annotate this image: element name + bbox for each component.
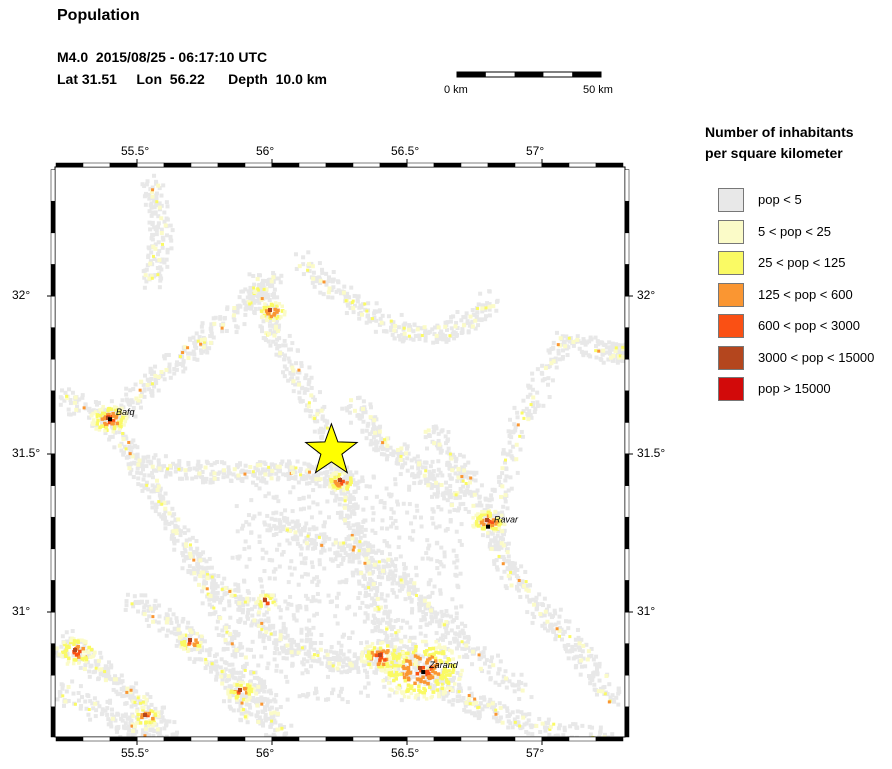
- scale-end-label: 50 km: [583, 84, 613, 96]
- city-label: Ravar: [494, 515, 519, 525]
- legend-swatch: [718, 377, 744, 401]
- scale-start-label: 0 km: [444, 84, 468, 96]
- lon-tick-label-top: 55.5°: [121, 144, 150, 158]
- scale-bar: [456, 71, 602, 78]
- lat-tick-label-right: 32°: [637, 288, 656, 302]
- lon-tick-label-bottom: 57°: [526, 746, 545, 760]
- legend-title: Number of inhabitants per square kilomet…: [705, 122, 854, 164]
- legend-swatch: [718, 314, 744, 338]
- city-marker: [421, 670, 426, 675]
- lat-tick-label-right: 31°: [637, 604, 656, 618]
- city-marker: [108, 417, 112, 422]
- map-frame: [47, 159, 633, 745]
- lat-tick-label-left: 31.5°: [12, 446, 41, 460]
- lon-tick-label-top: 56°: [256, 144, 275, 158]
- lat-tick-label-right: 31.5°: [637, 446, 666, 460]
- legend-swatch: [718, 345, 744, 370]
- legend-label: 5 < pop < 25: [758, 223, 832, 239]
- legend-swatch: [718, 251, 744, 275]
- lat-tick-label-left: 31°: [12, 604, 31, 618]
- lon-tick-label-bottom: 56°: [256, 746, 275, 760]
- legend-title-line2: per square kilometer: [705, 145, 843, 161]
- event-info: M4.0 2015/08/25 - 06:17:10 UTC: [57, 49, 268, 65]
- legend-label: 25 < pop < 125: [758, 255, 846, 270]
- city-label: Bafq: [116, 407, 135, 417]
- epicenter-layer: [304, 422, 359, 474]
- legend-swatch: [718, 282, 744, 307]
- legend-label: 3000 < pop < 15000: [758, 349, 875, 365]
- legend-title-line1: Number of inhabitants: [705, 124, 854, 140]
- lon-tick-label-bottom: 55.5°: [121, 746, 150, 760]
- city-label: Zarand: [428, 660, 459, 670]
- city-marker: [486, 524, 490, 529]
- map-title: Population: [57, 7, 140, 24]
- legend-label: pop < 5: [758, 192, 802, 207]
- lon-tick-label-bottom: 56.5°: [391, 746, 420, 760]
- legend-label: 600 < pop < 3000: [758, 318, 860, 333]
- population-density-layer: [55, 173, 625, 737]
- lon-tick-label-top: 56.5°: [391, 144, 420, 158]
- epicenter-star-icon: [304, 422, 359, 474]
- legend-swatch: [718, 219, 744, 244]
- lat-tick-label-left: 32°: [12, 288, 31, 302]
- location-info: Lat 31.51 Lon 56.22 Depth 10.0 km: [57, 71, 327, 87]
- city-layer: Bafq Ravar Zarand: [108, 407, 519, 675]
- legend-label: pop > 15000: [758, 381, 831, 396]
- lon-tick-label-top: 57°: [526, 144, 545, 158]
- legend-swatch: [718, 188, 744, 212]
- legend-label: 125 < pop < 600: [758, 286, 853, 302]
